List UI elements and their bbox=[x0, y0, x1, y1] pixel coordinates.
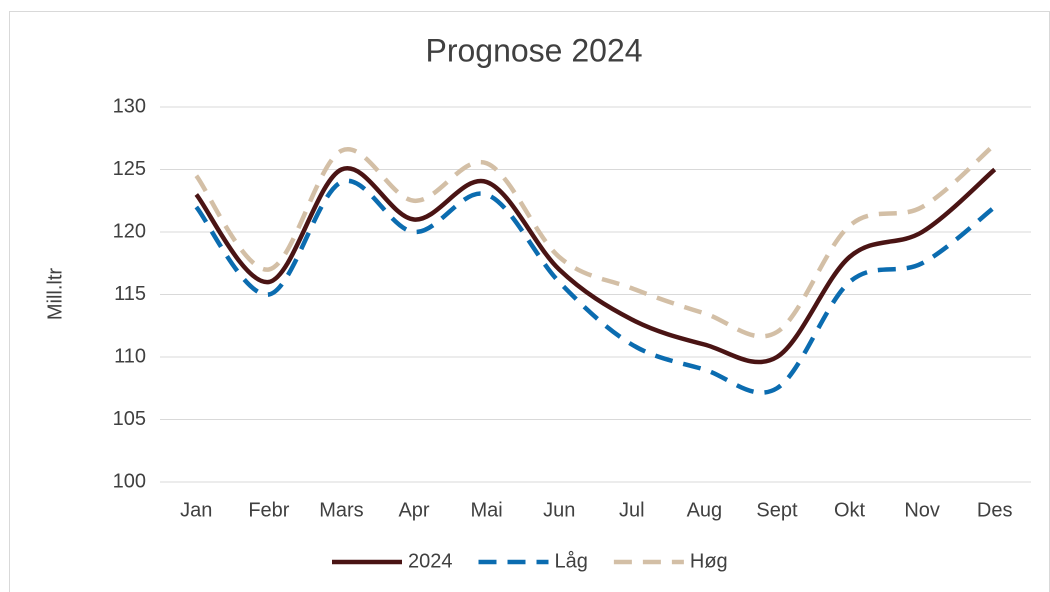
line-series bbox=[194, 166, 997, 365]
x-tick-label: Mai bbox=[471, 499, 503, 521]
x-tick-label: Okt bbox=[834, 499, 866, 521]
x-tick-label: Nov bbox=[904, 499, 940, 521]
x-tick-label: Jul bbox=[619, 499, 645, 521]
line-series bbox=[194, 142, 997, 339]
chart-title: Prognose 2024 bbox=[425, 32, 642, 68]
x-tick-label: Sept bbox=[756, 499, 798, 521]
y-tick-label: 130 bbox=[113, 95, 146, 117]
y-tick-label: 100 bbox=[113, 470, 146, 492]
y-axis-label: Mill.ltr bbox=[44, 268, 66, 321]
y-tick-label: 115 bbox=[114, 283, 146, 305]
x-tick-label: Aug bbox=[687, 499, 723, 521]
x-tick-label: Apr bbox=[398, 499, 429, 521]
x-tick-label: Jan bbox=[180, 499, 212, 521]
x-tick-label: Jun bbox=[543, 499, 575, 521]
y-tick-label: 105 bbox=[113, 408, 146, 430]
y-tick-label: 125 bbox=[113, 158, 146, 180]
chart-border bbox=[9, 11, 1050, 592]
x-tick-label: Febr bbox=[248, 499, 289, 521]
legend-label: 2024 bbox=[408, 550, 453, 572]
y-tick-label: 110 bbox=[114, 345, 146, 367]
line-series bbox=[194, 178, 997, 395]
legend-label: Låg bbox=[555, 550, 588, 572]
x-tick-label: Des bbox=[977, 499, 1013, 521]
x-tick-label: Mars bbox=[319, 499, 363, 521]
legend-label: Høg bbox=[690, 550, 728, 572]
y-tick-label: 120 bbox=[113, 220, 146, 242]
